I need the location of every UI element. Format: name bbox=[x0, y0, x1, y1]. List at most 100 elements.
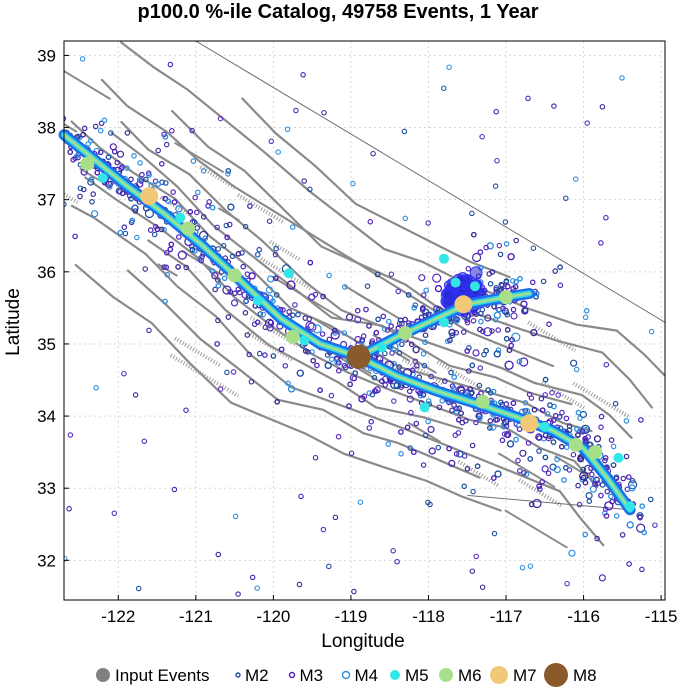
event-marker bbox=[132, 392, 139, 398]
fault-line bbox=[147, 239, 464, 431]
event-marker bbox=[114, 159, 121, 166]
event-marker bbox=[467, 386, 473, 392]
event-marker bbox=[577, 415, 583, 421]
event-marker bbox=[454, 317, 460, 324]
event-marker bbox=[135, 585, 142, 592]
event-marker bbox=[469, 266, 483, 279]
event-marker bbox=[483, 244, 489, 251]
event-marker bbox=[122, 230, 129, 237]
event-marker bbox=[513, 278, 519, 285]
event-marker bbox=[70, 157, 77, 163]
x-tick-label: -118 bbox=[412, 607, 445, 626]
event-marker bbox=[598, 424, 604, 431]
event-marker bbox=[582, 435, 588, 442]
event-marker bbox=[576, 501, 583, 508]
event-marker bbox=[298, 493, 304, 500]
large-event-m7 bbox=[140, 187, 159, 206]
event-marker bbox=[224, 369, 230, 376]
event-marker bbox=[64, 201, 67, 208]
event-marker bbox=[264, 318, 275, 328]
event-marker bbox=[191, 219, 198, 226]
x-tick-label: -117 bbox=[490, 607, 523, 626]
event-marker bbox=[613, 513, 620, 519]
event-marker bbox=[473, 419, 479, 426]
event-marker bbox=[346, 403, 352, 409]
event-marker bbox=[503, 335, 510, 342]
event-marker bbox=[195, 189, 201, 196]
event-marker bbox=[500, 305, 506, 312]
event-marker bbox=[496, 242, 503, 249]
event-marker bbox=[592, 481, 598, 487]
event-marker bbox=[476, 382, 483, 389]
event-marker bbox=[80, 131, 86, 138]
event-marker bbox=[134, 234, 140, 241]
event-marker bbox=[235, 591, 241, 597]
fault-segment bbox=[157, 263, 178, 277]
event-marker bbox=[478, 318, 484, 325]
event-marker bbox=[495, 347, 502, 354]
event-marker bbox=[87, 178, 95, 186]
event-marker bbox=[217, 115, 224, 122]
event-marker bbox=[434, 285, 443, 293]
event-marker bbox=[214, 341, 220, 347]
large-event-m7 bbox=[454, 295, 473, 314]
event-marker bbox=[244, 332, 251, 338]
event-marker bbox=[235, 251, 242, 257]
event-marker bbox=[295, 311, 301, 318]
event-marker bbox=[111, 510, 118, 517]
fault-line bbox=[120, 41, 665, 378]
x-tick-label: -121 bbox=[179, 607, 213, 626]
event-marker bbox=[341, 362, 348, 369]
event-marker bbox=[494, 157, 500, 164]
event-marker bbox=[453, 329, 460, 336]
event-marker bbox=[420, 462, 427, 468]
event-marker bbox=[499, 282, 505, 289]
event-marker bbox=[310, 357, 317, 364]
event-marker bbox=[465, 265, 472, 272]
event-marker bbox=[401, 128, 408, 135]
event-marker bbox=[545, 435, 552, 442]
event-marker bbox=[334, 359, 340, 366]
fault-segment bbox=[259, 257, 312, 291]
legend-swatch bbox=[341, 670, 351, 680]
event-marker bbox=[312, 291, 319, 298]
event-marker bbox=[350, 180, 356, 187]
legend-swatch bbox=[96, 668, 110, 682]
fault-segment bbox=[217, 207, 240, 222]
event-marker bbox=[504, 432, 511, 438]
event-marker bbox=[422, 339, 428, 346]
event-marker bbox=[446, 445, 452, 452]
event-marker bbox=[137, 160, 143, 166]
fault-segment bbox=[64, 122, 78, 133]
event-marker bbox=[94, 169, 101, 176]
event-marker bbox=[296, 369, 304, 377]
event-marker bbox=[509, 278, 516, 284]
event-marker bbox=[422, 332, 429, 339]
event-marker bbox=[648, 328, 655, 335]
event-marker bbox=[420, 292, 427, 298]
event-marker bbox=[214, 224, 220, 231]
event-marker bbox=[77, 185, 84, 192]
event-marker bbox=[187, 209, 194, 215]
event-marker bbox=[470, 231, 477, 238]
event-marker bbox=[419, 305, 426, 311]
event-marker bbox=[422, 432, 429, 439]
event-marker bbox=[558, 443, 565, 450]
event-marker bbox=[425, 418, 431, 425]
event-marker bbox=[267, 319, 274, 326]
event-marker bbox=[189, 127, 195, 134]
event-marker bbox=[388, 271, 395, 278]
event-marker bbox=[370, 150, 376, 157]
event-marker bbox=[504, 326, 511, 333]
event-marker bbox=[301, 178, 307, 184]
event-marker bbox=[599, 104, 606, 110]
event-marker bbox=[493, 311, 501, 319]
event-marker bbox=[367, 219, 374, 225]
event-marker bbox=[224, 234, 231, 241]
event-marker bbox=[483, 327, 493, 337]
large-event-m6 bbox=[475, 394, 490, 409]
event-marker bbox=[225, 168, 232, 174]
event-marker bbox=[603, 214, 609, 221]
event-marker bbox=[351, 588, 357, 595]
event-marker bbox=[530, 329, 538, 337]
